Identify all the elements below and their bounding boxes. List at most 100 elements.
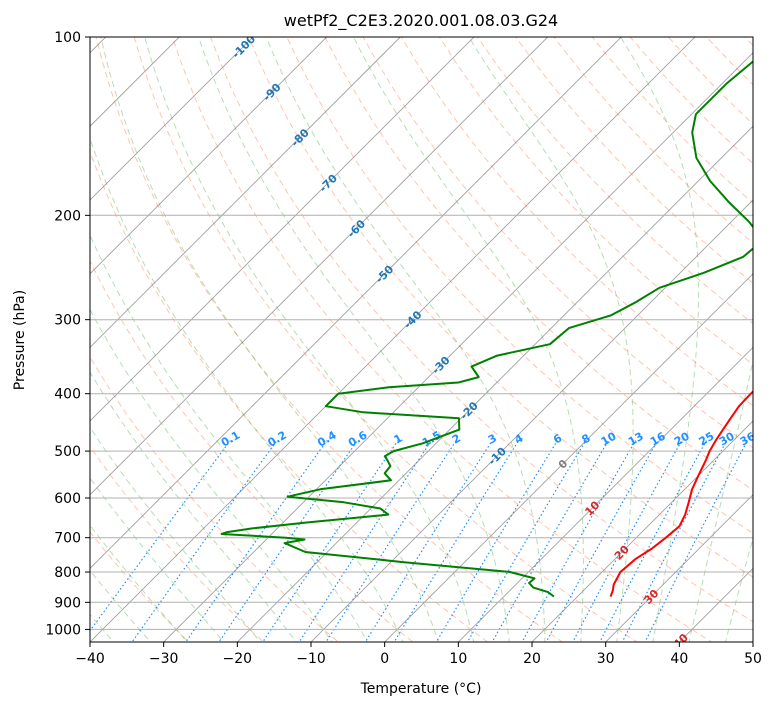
isotherm-label: -80 — [289, 126, 312, 149]
mixing-ratio-line — [621, 440, 728, 642]
dry-adiabat — [90, 445, 265, 642]
isotherm-label: -40 — [401, 308, 424, 331]
y-tick-label: 800 — [54, 565, 81, 581]
isotherm-line — [163, 52, 753, 642]
isotherm-line — [531, 420, 753, 642]
mixing-ratio-line — [491, 440, 609, 642]
y-tick-label: 100 — [54, 30, 81, 46]
mixing-ratio-label: 4 — [512, 431, 525, 446]
x-axis-label: Temperature (°C) — [360, 681, 482, 697]
dry-adiabat — [705, 37, 753, 86]
isotherm-line — [90, 37, 696, 642]
x-tick-label: 20 — [523, 651, 541, 667]
moist-adiabat — [90, 136, 404, 642]
moist-adiabat — [90, 308, 333, 642]
isotherm-line — [90, 37, 254, 201]
dry-adiabat — [438, 37, 753, 366]
moist-adiabat — [352, 37, 584, 642]
isotherm-label: 40 — [671, 631, 691, 651]
x-tick-label: 0 — [380, 651, 389, 667]
moist-adiabat — [620, 37, 700, 642]
isotherm-line — [90, 37, 328, 275]
mixing-ratio-line — [435, 440, 558, 642]
moist-adiabat — [90, 371, 297, 642]
isotherm-line — [384, 273, 753, 642]
dry-adiabat — [133, 37, 638, 642]
plot-area — [90, 0, 775, 654]
isotherm-line — [90, 37, 622, 570]
dry-adiabat — [95, 37, 564, 642]
x-tick-label: −30 — [149, 651, 179, 667]
isotherm-label: 20 — [612, 543, 632, 563]
isotherm-line — [236, 125, 753, 642]
dry-adiabat — [591, 37, 753, 204]
temperature-profile — [609, 390, 753, 597]
dry-adiabat — [171, 37, 713, 642]
dry-adiabat — [248, 37, 753, 578]
isotherm-line — [605, 494, 753, 642]
x-tick-label: 10 — [449, 651, 467, 667]
mixing-ratio-label: 36 — [738, 429, 758, 448]
moist-adiabat — [144, 37, 475, 642]
mixing-ratio-line — [545, 440, 659, 642]
mixing-ratio-label: 0.4 — [315, 428, 339, 449]
isotherm-line — [90, 37, 180, 127]
mixing-ratio-line — [599, 440, 707, 642]
isotherm-label: -70 — [317, 171, 340, 194]
dry-adiabat — [515, 37, 753, 284]
isotherm-label: -10 — [486, 444, 509, 467]
dry-adiabat — [477, 37, 753, 325]
isotherm-line — [457, 346, 753, 642]
dry-adiabat — [744, 37, 753, 47]
mixing-ratio-label: 20 — [672, 429, 692, 448]
x-tick-label: −40 — [75, 651, 105, 667]
dry-adiabat — [765, 0, 775, 654]
mixing-ratio-line — [364, 440, 493, 642]
y-axis: 100 200 300 400 500 600 700 800 900 1000 — [45, 30, 90, 638]
mixing-ratio-line — [466, 440, 587, 642]
moist-adiabat — [265, 37, 546, 642]
mixing-ratio-line — [131, 440, 278, 642]
moist-adiabat — [90, 477, 225, 642]
moist-adiabat — [90, 233, 369, 642]
dry-adiabat — [729, 0, 775, 654]
mixing-ratio-line — [325, 440, 457, 642]
x-axis: −40 −30 −20 −10 0 10 20 30 40 50 — [75, 642, 762, 667]
dry-adiabat — [90, 259, 414, 642]
isotherm-line — [90, 37, 475, 422]
x-tick-label: 50 — [744, 651, 762, 667]
dry-adiabat — [209, 37, 753, 623]
isotherm-line — [752, 641, 753, 642]
isotherm-line — [310, 199, 753, 642]
dry-adiabat — [90, 150, 489, 642]
mixing-ratio-label: 0.1 — [219, 429, 242, 450]
moist-adiabat — [90, 426, 261, 642]
mixing-ratio-label: 16 — [648, 429, 668, 448]
y-tick-label: 900 — [54, 595, 81, 611]
moist-adiabat — [100, 37, 439, 642]
mixing-ratio-line — [521, 440, 637, 642]
y-tick-label: 700 — [54, 531, 81, 547]
mixing-ratio-line — [218, 440, 358, 642]
isotherm-label: 0 — [556, 457, 571, 472]
mixing-ratio-label: 3 — [486, 431, 499, 446]
mixing-ratio-label: 1 — [392, 431, 405, 446]
y-axis-label: Pressure (hPa) — [12, 290, 28, 390]
dry-adiabat — [286, 37, 753, 534]
isotherm-label: -90 — [260, 80, 283, 103]
y-tick-label: 1000 — [45, 622, 81, 638]
mixing-ratio-line — [572, 440, 683, 642]
isotherm-label: -50 — [373, 262, 396, 285]
sounding-profiles — [220, 60, 753, 598]
mixing-ratio-label: 10 — [599, 429, 619, 448]
isotherm-line — [90, 37, 549, 496]
mixing-ratio-label: 8 — [579, 431, 592, 446]
y-tick-label: 200 — [54, 208, 81, 224]
x-tick-label: −20 — [223, 651, 253, 667]
isotherm-line — [678, 567, 753, 642]
isotherm-label: 30 — [641, 587, 661, 607]
moist-adiabat — [468, 37, 634, 642]
y-tick-label: 400 — [54, 387, 81, 403]
